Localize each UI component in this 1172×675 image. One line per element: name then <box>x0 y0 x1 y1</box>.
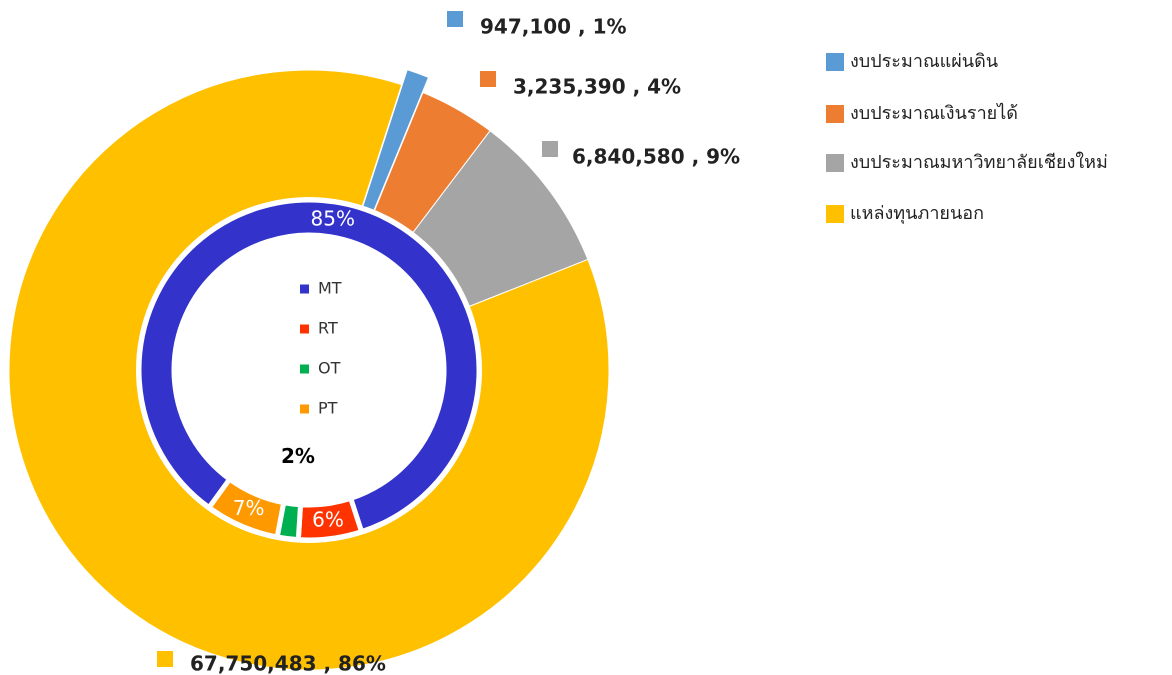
data-label: 7% <box>233 496 265 520</box>
donut-slice <box>136 197 482 535</box>
label-marker <box>542 141 558 157</box>
data-label: 6% <box>312 507 344 531</box>
legend-label: แหล่งทุนภายนอก <box>850 203 984 224</box>
legend-swatch <box>300 404 309 414</box>
legend-label: PT <box>318 399 338 418</box>
data-label: 6,840,580 , 9% <box>572 145 740 169</box>
legend-swatch <box>300 284 309 294</box>
data-label: 67,750,483 , 86% <box>190 652 386 675</box>
legend-swatch <box>826 105 844 123</box>
legend-label: งบประมาณแผ่นดิน <box>850 51 998 72</box>
label-marker <box>480 71 496 87</box>
legend-swatch <box>826 205 844 223</box>
legend-label: OT <box>318 359 341 378</box>
label-marker <box>157 651 173 667</box>
data-label: 947,100 , 1% <box>480 15 627 39</box>
legend-label: RT <box>318 319 338 338</box>
legend-swatch <box>300 324 309 334</box>
data-label: 2% <box>281 444 315 468</box>
legend-swatch <box>826 53 844 71</box>
label-marker <box>447 11 463 27</box>
legend-swatch <box>300 364 309 374</box>
data-label: 85% <box>311 206 355 230</box>
data-label: 3,235,390 , 4% <box>513 75 681 99</box>
donut-slice <box>205 475 287 540</box>
legend-swatch <box>826 154 844 172</box>
legend-label: งบประมาณเงินรายได้ <box>850 102 1018 124</box>
legend-label: งบประมาณมหาวิทยาลัยเชียงใหม่ <box>850 151 1108 173</box>
legend-label: MT <box>318 279 342 298</box>
